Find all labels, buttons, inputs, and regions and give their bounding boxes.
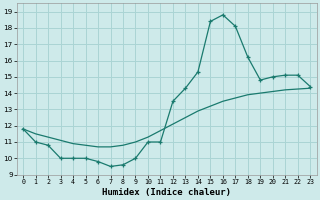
X-axis label: Humidex (Indice chaleur): Humidex (Indice chaleur) [102, 188, 231, 197]
